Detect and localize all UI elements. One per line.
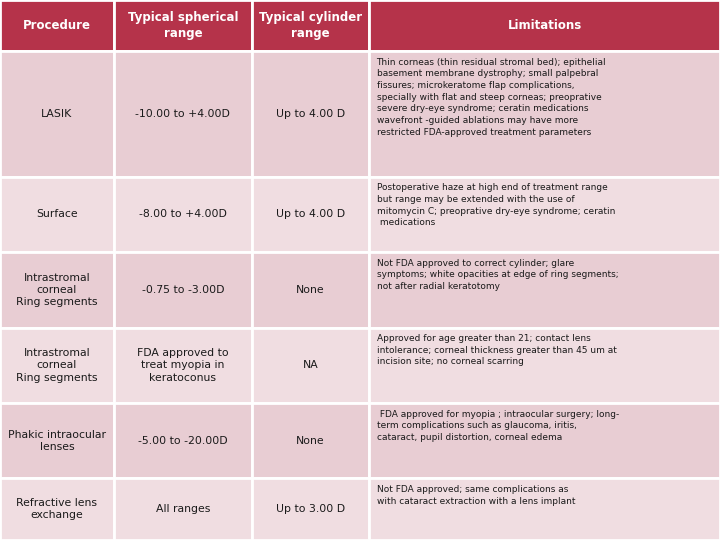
Text: Postoperative haze at high end of treatment range
but range may be extended with: Postoperative haze at high end of treatm… <box>377 183 615 227</box>
Bar <box>369 478 720 540</box>
Text: Typical spherical
range: Typical spherical range <box>127 11 238 40</box>
Bar <box>369 0 720 51</box>
Text: Procedure: Procedure <box>23 19 91 32</box>
Text: Up to 4.00 D: Up to 4.00 D <box>276 210 346 219</box>
Bar <box>0 478 114 540</box>
Bar <box>252 328 369 403</box>
Bar <box>0 252 114 328</box>
Bar <box>0 403 114 478</box>
Bar <box>114 403 252 478</box>
Text: -10.00 to +4.00D: -10.00 to +4.00D <box>135 109 230 119</box>
Bar <box>114 478 252 540</box>
Bar <box>369 403 720 478</box>
Bar <box>0 51 114 177</box>
Bar <box>252 177 369 252</box>
Text: -5.00 to -20.00D: -5.00 to -20.00D <box>138 436 228 446</box>
Bar <box>0 328 114 403</box>
Bar <box>369 328 720 403</box>
Text: Intrastromal
corneal
Ring segments: Intrastromal corneal Ring segments <box>16 273 98 307</box>
Text: Surface: Surface <box>36 210 78 219</box>
Text: Up to 3.00 D: Up to 3.00 D <box>276 504 346 514</box>
Text: -8.00 to +4.00D: -8.00 to +4.00D <box>139 210 227 219</box>
Bar <box>369 177 720 252</box>
Text: Not FDA approved to correct cylinder; glare
symptoms; white opacities at edge of: Not FDA approved to correct cylinder; gl… <box>377 259 618 291</box>
Text: All ranges: All ranges <box>156 504 210 514</box>
Text: FDA approved to
treat myopia in
keratoconus: FDA approved to treat myopia in keratoco… <box>137 348 229 383</box>
Bar <box>252 478 369 540</box>
Bar <box>0 177 114 252</box>
Bar <box>114 0 252 51</box>
Text: Phakic intraocular
lenses: Phakic intraocular lenses <box>8 429 106 452</box>
Text: FDA approved for myopia ; intraocular surgery; long-
term complications such as : FDA approved for myopia ; intraocular su… <box>377 409 618 442</box>
Bar <box>252 403 369 478</box>
Bar <box>0 0 114 51</box>
Bar <box>252 0 369 51</box>
Text: None: None <box>297 285 325 295</box>
Text: None: None <box>297 436 325 446</box>
Text: Limitations: Limitations <box>508 19 582 32</box>
Text: Intrastromal
corneal
Ring segments: Intrastromal corneal Ring segments <box>16 348 98 383</box>
Text: Typical cylinder
range: Typical cylinder range <box>259 11 362 40</box>
Text: LASIK: LASIK <box>41 109 73 119</box>
Text: Refractive lens
exchange: Refractive lens exchange <box>17 498 97 521</box>
Text: -0.75 to -3.00D: -0.75 to -3.00D <box>142 285 224 295</box>
Text: Not FDA approved; same complications as
with cataract extraction with a lens imp: Not FDA approved; same complications as … <box>377 485 575 505</box>
Text: NA: NA <box>303 360 318 370</box>
Text: Up to 4.00 D: Up to 4.00 D <box>276 109 346 119</box>
Bar <box>114 177 252 252</box>
Bar <box>252 51 369 177</box>
Bar <box>369 252 720 328</box>
Bar <box>114 328 252 403</box>
Bar <box>369 51 720 177</box>
Bar <box>114 252 252 328</box>
Bar <box>114 51 252 177</box>
Text: Thin corneas (thin residual stromal bed); epithelial
basement membrane dystrophy: Thin corneas (thin residual stromal bed)… <box>377 58 606 137</box>
Bar <box>252 252 369 328</box>
Text: Approved for age greater than 21; contact lens
intolerance; corneal thickness gr: Approved for age greater than 21; contac… <box>377 334 616 367</box>
